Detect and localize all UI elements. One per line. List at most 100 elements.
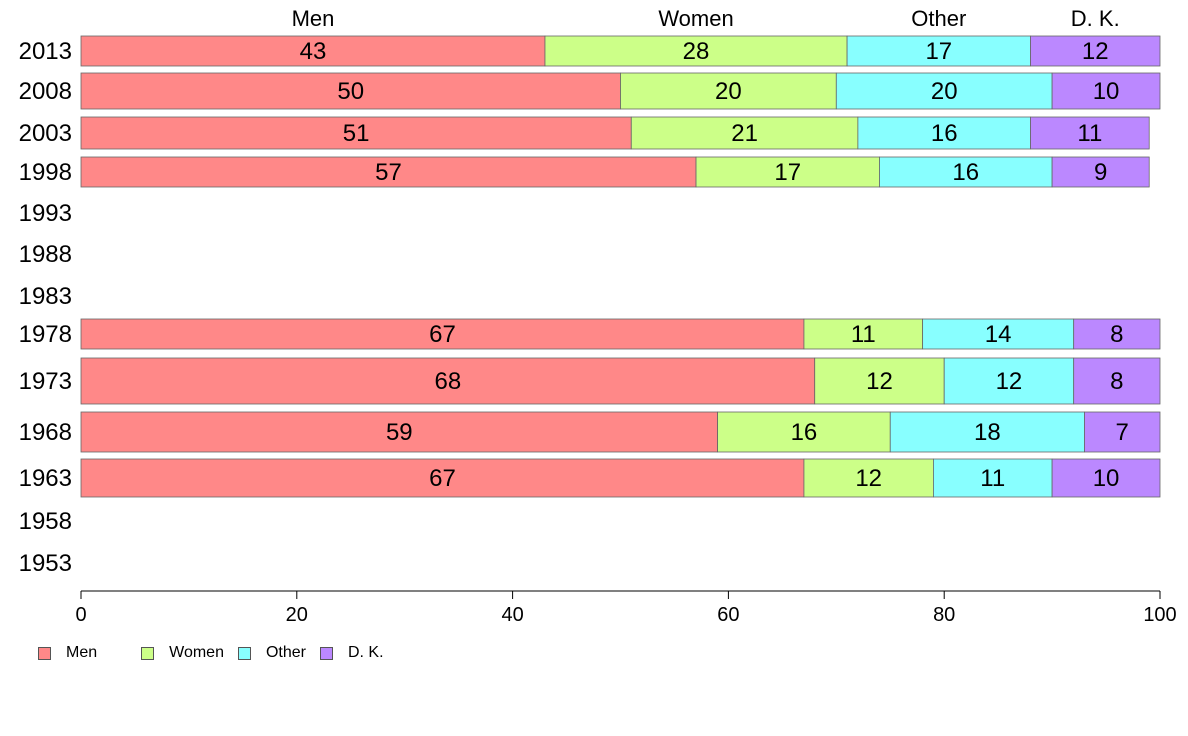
bar-segment-dk [1051,156,1150,188]
bar-segment-women [630,116,859,150]
bar-segment-other [922,318,1075,350]
x-tick-label: 0 [75,604,86,626]
bar-segment-women [695,156,880,188]
bar-value-label: 59 [386,419,413,446]
bar-segment-other [889,411,1085,453]
bar-segment-dk [1073,357,1161,405]
bar-value-label: 21 [731,120,758,147]
bar-segment-women [620,72,837,110]
bar-value-label: 11 [1077,120,1102,147]
legend-label-men: Men [66,644,98,661]
y-tick-label: 2003 [19,120,72,147]
bar-segment-other [835,72,1053,110]
y-tick-label: 1968 [19,419,72,446]
bar-segment-men [80,156,697,188]
y-axis: 2013 2008 2003 1998 1993 1988 1983 1978 1973 1968… [19,38,72,577]
bar-value-label: 51 [343,120,370,147]
bar-segment-men [80,411,719,453]
bar-segment-dk [1084,411,1161,453]
bar-value-label: 12 [866,368,893,395]
bar-segment-other [943,357,1075,405]
bar-value-label: 50 [337,78,364,105]
legend-label-other: Other [265,644,306,661]
bar-value-label: 20 [931,78,958,105]
legend-swatch-dk [319,646,333,660]
bar-segment-women [814,357,945,405]
top-series-label: Other [911,6,966,31]
legend: Men Women Other D. K. [38,644,398,662]
bar-segment-dk [1051,72,1161,110]
bar-value-label: 16 [791,419,818,446]
legend-item-men: Men [38,644,127,662]
top-series-label: D. K. [1071,6,1120,31]
bar-segment-men [80,72,621,110]
top-series-label: Women [658,6,733,31]
bar-segment-men [80,116,632,150]
bar-segment-dk [1051,458,1161,498]
bar-segment-women [803,318,924,350]
bar-value-label: 10 [1093,465,1120,492]
bar-value-label: 12 [1082,38,1109,65]
bar-segment-dk [1073,318,1161,350]
top-series-labels: Men Women Other D. K. [292,6,1120,31]
x-tick-label: 40 [501,604,523,626]
bar-value-label: 43 [300,38,327,65]
bar-segment-men [80,458,805,498]
bar-value-label: 12 [996,368,1023,395]
bar-value-label: 67 [429,465,456,492]
bar-value-label: 11 [980,465,1005,492]
legend-swatch-men [38,646,51,660]
bar-segment-men [80,357,816,405]
bar-value-label: 16 [931,120,958,147]
bar-value-label: 28 [683,38,710,65]
bar-value-label: 8 [1110,321,1123,348]
bar-value-label: 18 [974,419,1001,446]
bars-group: 43 28 17 12 50 20 20 10 51 21 16 11 57 17 16 9 67 11 14 8 68… [80,35,1161,498]
bar-segment-other [846,35,1031,67]
top-series-label: Men [292,6,335,31]
legend-swatch-women [141,646,155,660]
bar-value-label: 7 [1116,419,1129,446]
legend-item-other: Other [237,644,306,662]
y-tick-label: 1988 [19,241,72,268]
y-tick-label: 1978 [19,321,72,348]
bar-segment-men [80,35,546,67]
bar-segment-other [933,458,1053,498]
x-axis: 0 20 40 60 80 100 [75,590,1177,626]
bar-value-label: 57 [375,159,402,186]
y-tick-label: 1953 [19,550,72,577]
bar-segment-women [544,35,848,67]
y-tick-label: 1998 [19,159,72,186]
bar-value-label: 17 [774,159,801,186]
bar-value-label: 12 [855,465,882,492]
legend-label-dk: D. K. [347,644,384,661]
legend-swatch-other [237,646,251,660]
x-tick-label: 100 [1143,604,1176,626]
bar-value-label: 16 [952,159,979,186]
y-tick-label: 1973 [19,368,72,395]
bar-value-label: 68 [435,368,462,395]
y-tick-label: 1958 [19,508,72,535]
x-tick-label: 60 [717,604,739,626]
x-tick-label: 80 [933,604,955,626]
y-tick-label: 1983 [19,283,72,310]
bar-value-label: 67 [429,321,456,348]
bar-value-label: 8 [1110,368,1123,395]
legend-label-women: Women [169,644,224,661]
bar-value-label: 11 [851,321,876,348]
bar-value-label: 14 [985,321,1012,348]
bar-segment-men [80,318,805,350]
bar-value-label: 9 [1094,159,1107,186]
x-tick-label: 20 [286,604,308,626]
y-tick-label: 2013 [19,38,72,65]
y-tick-label: 2008 [19,78,72,105]
legend-item-dk: D. K. [319,644,384,662]
legend-item-women: Women [141,644,224,662]
bar-value-label: 17 [925,38,952,65]
bar-segment-dk [1030,35,1161,67]
bar-value-label: 10 [1093,78,1120,105]
bar-segment-dk [1030,116,1150,150]
y-tick-label: 1993 [19,200,72,227]
y-tick-label: 1963 [19,465,72,492]
